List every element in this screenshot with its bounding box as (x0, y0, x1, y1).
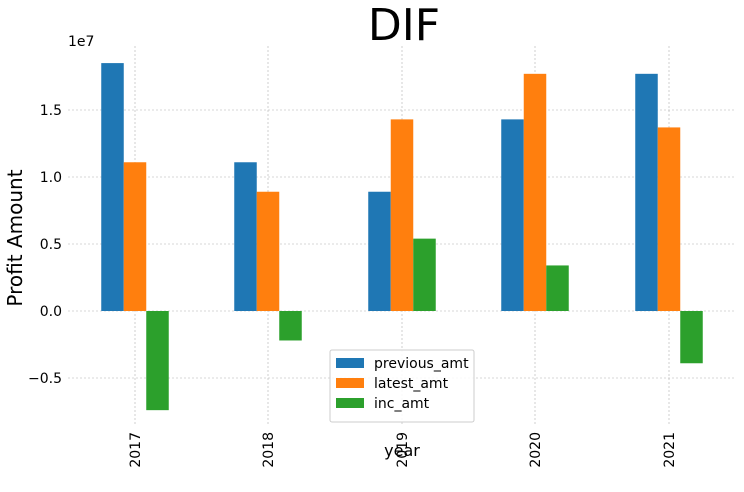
bar-latest_amt (256, 191, 280, 311)
x-tick-label: 2020 (528, 432, 544, 468)
legend-swatch (336, 378, 364, 388)
y-tick-label: 0.5 (40, 237, 62, 253)
bar-latest_amt (657, 127, 681, 311)
bar-latest_amt (523, 73, 547, 311)
bar-previous_amt (234, 162, 257, 311)
y-tick-label: −0.5 (28, 371, 62, 387)
x-tick-label: 2018 (261, 432, 277, 468)
y-tick-label: 0.0 (40, 304, 62, 320)
y-tick-label: 1.0 (40, 170, 62, 186)
bars (101, 63, 703, 411)
legend-label: latest_amt (374, 376, 449, 392)
legend-label: previous_amt (374, 356, 469, 372)
bar-latest_amt (123, 162, 147, 311)
legend-box (329, 349, 475, 423)
bar-previous_amt (368, 191, 391, 311)
legend-label: inc_amt (374, 396, 430, 412)
bar-inc_amt (680, 311, 703, 364)
y-offset-label: 1e7 (68, 34, 94, 50)
legend-swatch (336, 358, 364, 368)
legend-swatch (336, 398, 364, 408)
bar-inc_amt (546, 265, 569, 311)
bar-inc_amt (279, 311, 302, 341)
y-tick-label: 1.5 (40, 103, 62, 119)
x-axis-ticks: 2017 2018 2019 2020 2021 (128, 432, 678, 468)
y-axis-label: Profit Amount (3, 169, 27, 306)
bar-latest_amt (390, 119, 414, 311)
bar-previous_amt (101, 63, 124, 311)
bar-inc_amt (146, 311, 169, 411)
legend: previous_amt latest_amt inc_amt (329, 349, 475, 423)
x-tick-label: 2017 (128, 432, 144, 468)
bar-previous_amt (501, 119, 524, 311)
x-tick-label: 2019 (395, 432, 411, 468)
bar-previous_amt (635, 73, 658, 311)
chart-title: DIF (368, 0, 440, 51)
x-axis-label: year (384, 441, 420, 460)
bar-inc_amt (413, 238, 436, 311)
y-axis-ticks: −0.5 0.0 0.5 1.0 1.5 (28, 103, 62, 387)
x-tick-label: 2021 (662, 432, 678, 468)
